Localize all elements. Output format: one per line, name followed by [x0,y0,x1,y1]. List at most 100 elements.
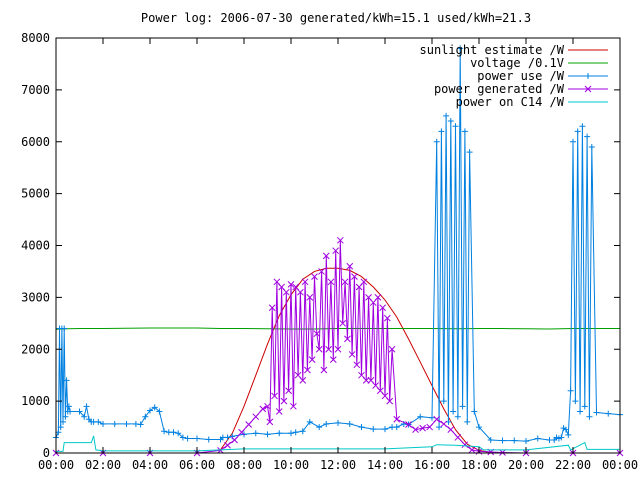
data-point [393,415,401,423]
x-tick-label: 04:00 [132,458,168,472]
data-point [184,435,191,442]
y-tick-label: 3000 [21,290,50,304]
data-point [386,397,394,405]
data-point [301,278,309,286]
data-point [429,414,435,421]
data-point [341,278,349,286]
data-point [383,314,391,322]
data-point [511,437,518,444]
data-point [229,433,236,440]
data-point [306,294,314,301]
data-point [574,128,581,135]
data-point [336,236,344,244]
x-tick-label: 14:00 [367,458,403,472]
series-line-3 [56,240,620,454]
data-point [95,418,102,425]
data-point [334,345,342,353]
data-point [461,128,468,135]
data-point [443,112,450,119]
data-point [287,281,295,288]
data-point [259,405,267,413]
data-point [299,377,307,384]
data-point [323,420,330,427]
x-tick-label: 12:00 [320,458,356,472]
x-tick-label: 20:00 [508,458,544,472]
data-point [584,133,591,140]
data-point [57,424,64,431]
y-tick-label: 1000 [21,394,50,408]
data-point [523,438,529,445]
data-point [382,426,388,433]
data-point [264,402,271,410]
data-point [81,413,88,420]
data-point [322,252,330,260]
data-point [280,397,288,405]
data-point [586,413,593,420]
data-point [147,407,153,414]
data-point [264,431,271,438]
y-tick-label: 4000 [21,239,50,253]
data-point [454,434,462,441]
data-point [440,398,447,405]
data-point [252,413,260,421]
data-point [332,247,340,255]
data-point [346,420,353,427]
data-point [461,441,469,449]
data-point [433,138,440,145]
data-point [275,408,283,415]
data-point [194,435,200,442]
data-point [217,447,224,454]
data-point [60,418,67,425]
data-point [577,408,584,415]
data-point [100,420,106,427]
data-point [276,430,283,437]
data-point [175,430,182,437]
legend-marker [585,73,591,79]
data-point [170,429,177,436]
data-point [179,434,186,441]
y-tick-label: 6000 [21,135,50,149]
data-point [471,408,478,415]
data-point [137,421,144,428]
data-point [447,426,455,434]
data-point [65,403,72,410]
data-point [348,351,356,358]
x-tick-label: 22:00 [555,458,591,472]
data-point [499,449,506,456]
data-point [329,356,337,363]
data-point [412,426,419,434]
data-point [567,387,574,394]
data-point [151,404,158,411]
data-point [156,408,163,415]
x-tick-label: 16:00 [414,458,450,472]
data-point [353,361,361,369]
data-point [292,429,299,436]
data-point [593,409,600,416]
data-point [161,428,168,435]
data-point [558,434,565,441]
data-point [499,437,506,444]
data-point [426,423,434,431]
x-tick-label: 06:00 [179,458,215,472]
data-point [231,436,238,444]
data-point [316,424,323,431]
data-point [487,437,494,444]
data-point [299,428,306,435]
data-point [306,418,313,425]
data-point [466,149,473,156]
data-point [393,424,400,431]
legend-label: sunlight estimate /W [420,43,565,57]
data-point [339,319,347,327]
data-point [351,273,358,280]
data-point [224,441,231,449]
data-point [313,330,321,338]
y-tick-label: 7000 [21,83,50,97]
data-point [447,118,454,124]
data-point [370,426,377,433]
data-point [565,431,572,438]
y-tick-label: 2000 [21,342,50,356]
data-point [205,436,212,443]
data-point [570,138,576,145]
